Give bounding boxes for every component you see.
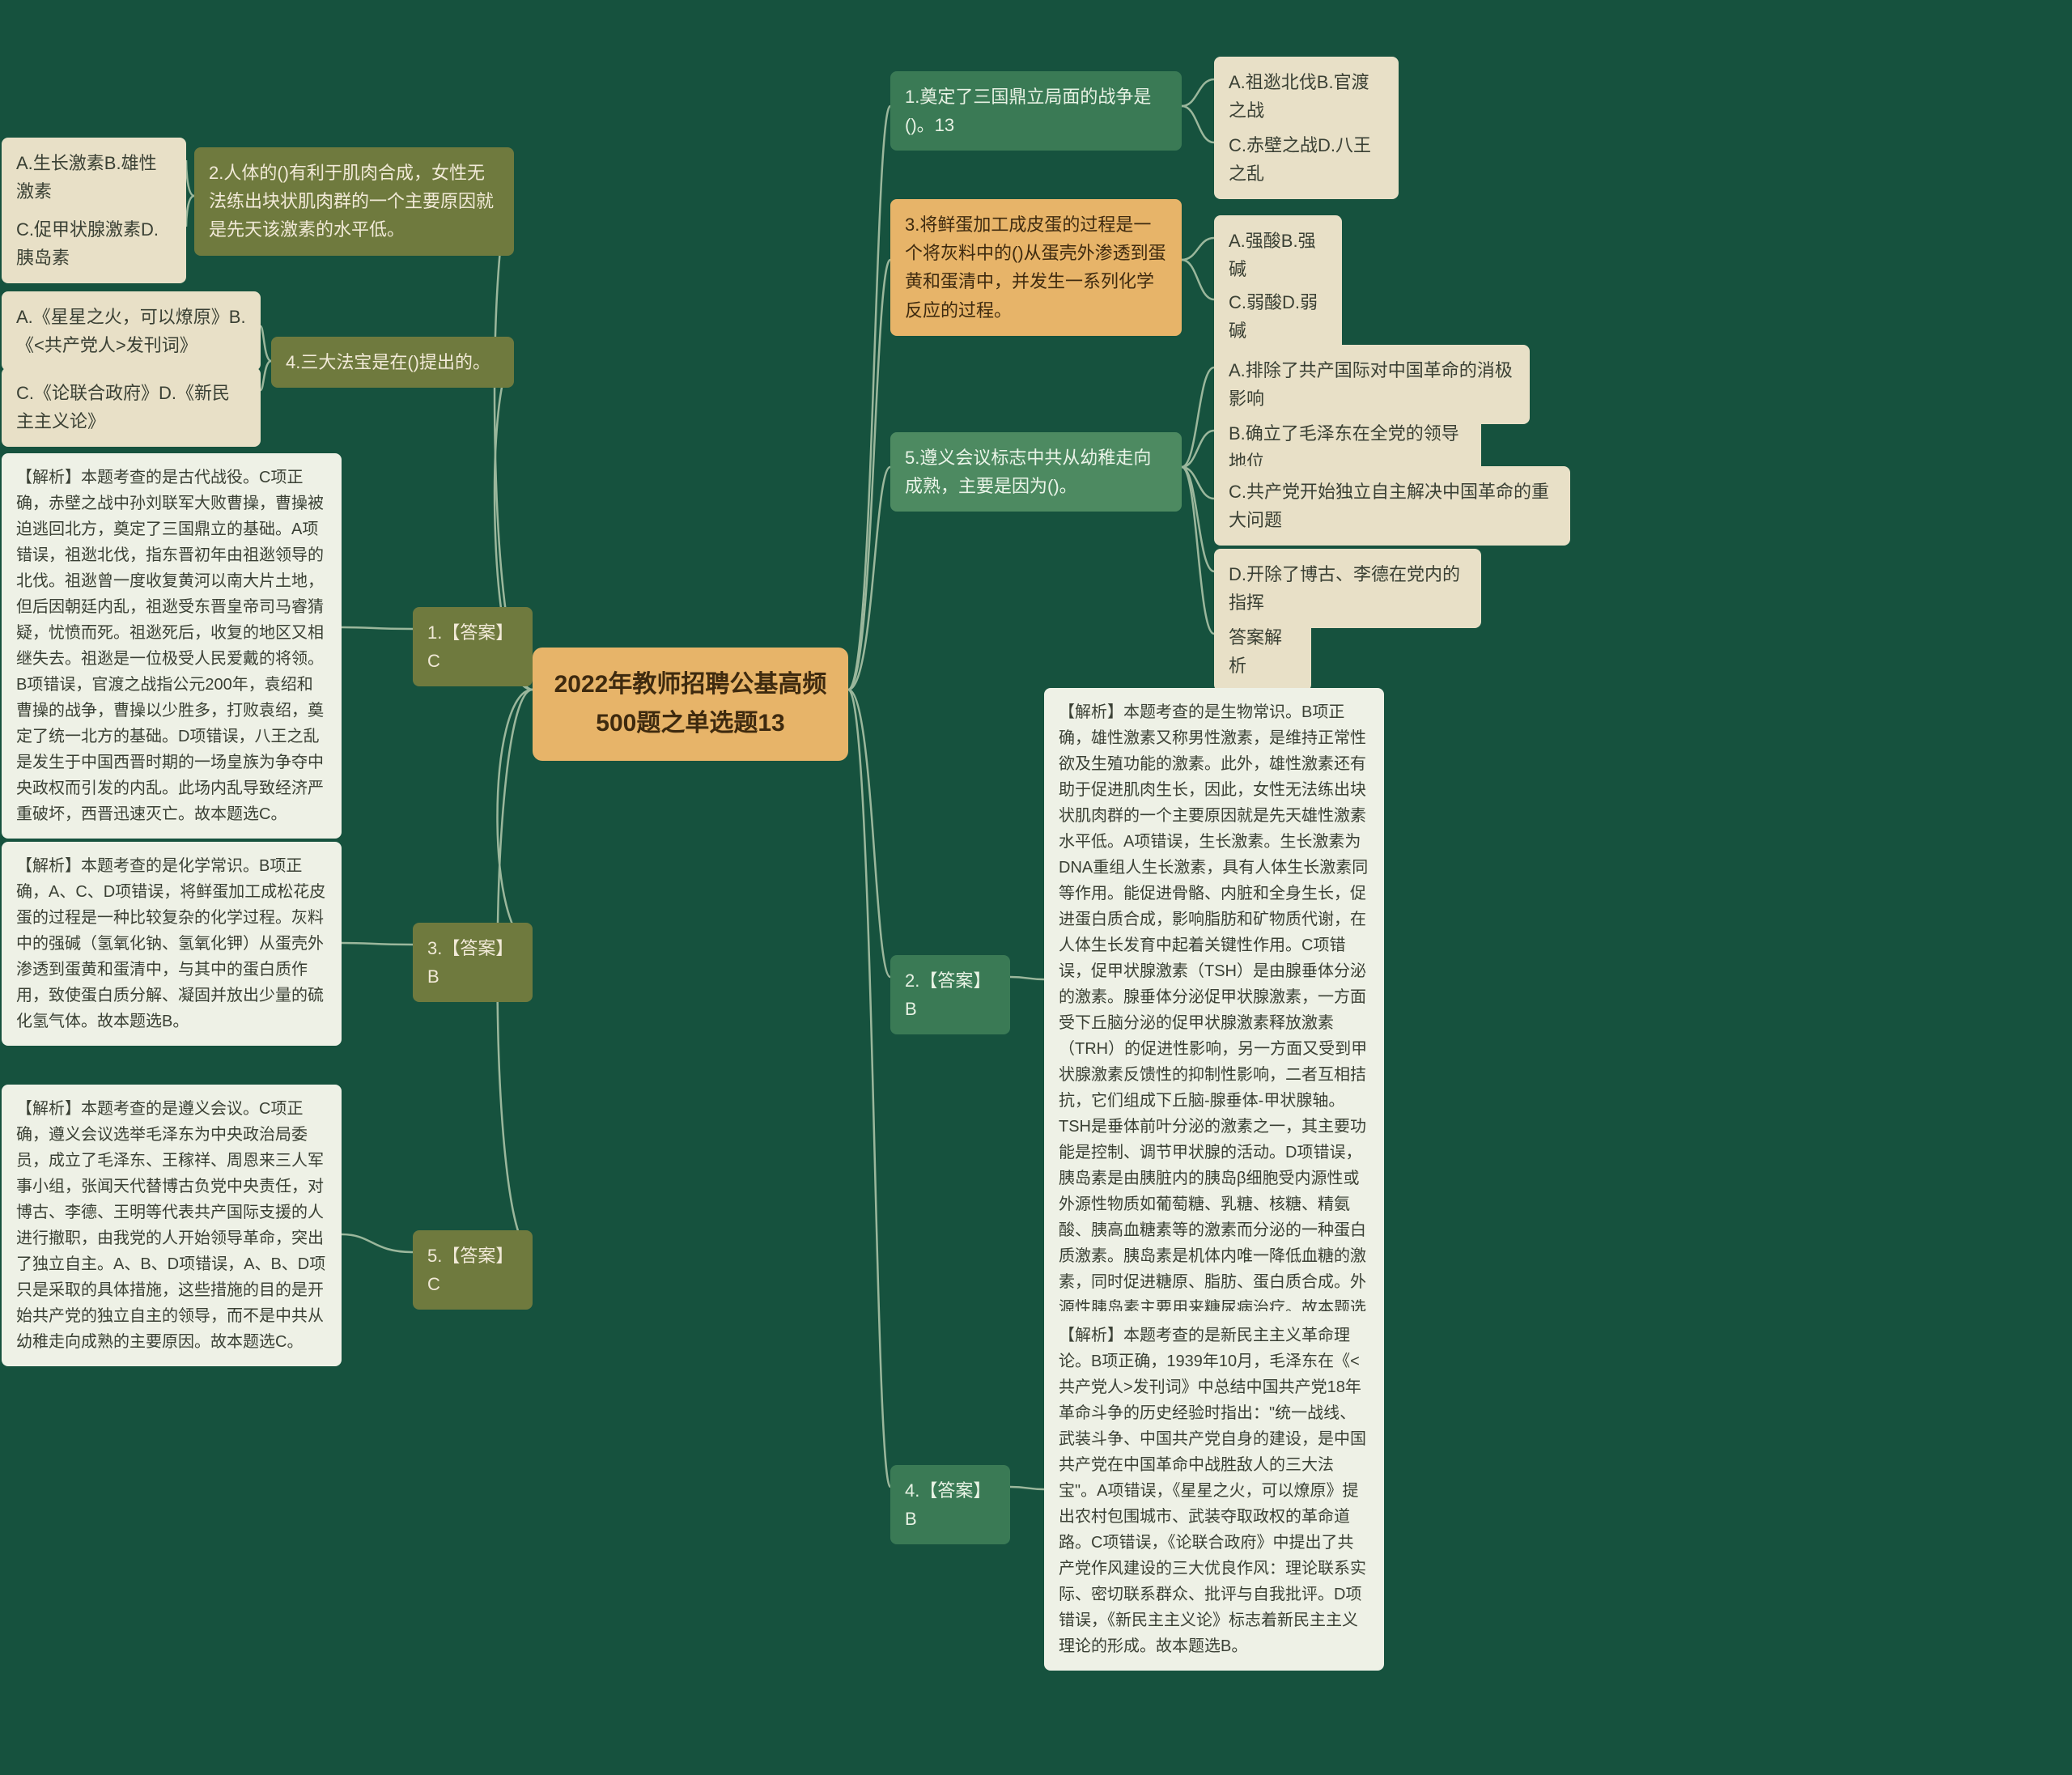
answer-2[interactable]: 2.【答案】B [890,955,1010,1034]
question-2[interactable]: 2.人体的()有利于肌肉合成，女性无法练出块状肌肉群的一个主要原因就是先天该激素… [194,147,514,256]
answer-4-explain: 【解析】本题考查的是新民主主义革命理论。B项正确，1939年10月，毛泽东在《<… [1044,1311,1384,1671]
q5-answer-analysis[interactable]: 答案解析 [1214,612,1311,691]
answer-1-explain: 【解析】本题考查的是古代战役。C项正确，赤壁之战中孙刘联军大败曹操，曹操被迫逃回… [2,453,342,839]
answer-3-explain: 【解析】本题考查的是化学常识。B项正确，A、C、D项错误，将鲜蛋加工成松花皮蛋的… [2,842,342,1046]
answer-5[interactable]: 5.【答案】C [413,1230,533,1310]
root-node[interactable]: 2022年教师招聘公基高频500题之单选题13 [533,648,848,761]
answer-2-explain: 【解析】本题考查的是生物常识。B项正确，雄性激素又称男性激素，是维持正常性欲及生… [1044,688,1384,1358]
q5-option-c[interactable]: C.共产党开始独立自主解决中国革命的重大问题 [1214,466,1570,546]
q4-option-ab[interactable]: A.《星星之火，可以燎原》B.《<共产党人>发刊词》 [2,291,261,371]
q1-option-cd[interactable]: C.赤壁之战D.八王之乱 [1214,120,1399,199]
question-3[interactable]: 3.将鲜蛋加工成皮蛋的过程是一个将灰料中的()从蛋壳外渗透到蛋黄和蛋清中，并发生… [890,199,1182,336]
q4-option-cd[interactable]: C.《论联合政府》D.《新民主主义论》 [2,367,261,447]
q2-option-cd[interactable]: C.促甲状腺激素D.胰岛素 [2,204,186,283]
answer-4[interactable]: 4.【答案】B [890,1465,1010,1544]
answer-1[interactable]: 1.【答案】C [413,607,533,686]
question-5[interactable]: 5.遵义会议标志中共从幼稚走向成熟，主要是因为()。 [890,432,1182,512]
answer-3[interactable]: 3.【答案】B [413,923,533,1002]
answer-5-explain: 【解析】本题考查的是遵义会议。C项正确，遵义会议选举毛泽东为中央政治局委员，成立… [2,1085,342,1366]
question-4[interactable]: 4.三大法宝是在()提出的。 [271,337,514,388]
question-1[interactable]: 1.奠定了三国鼎立局面的战争是()。13 [890,71,1182,151]
